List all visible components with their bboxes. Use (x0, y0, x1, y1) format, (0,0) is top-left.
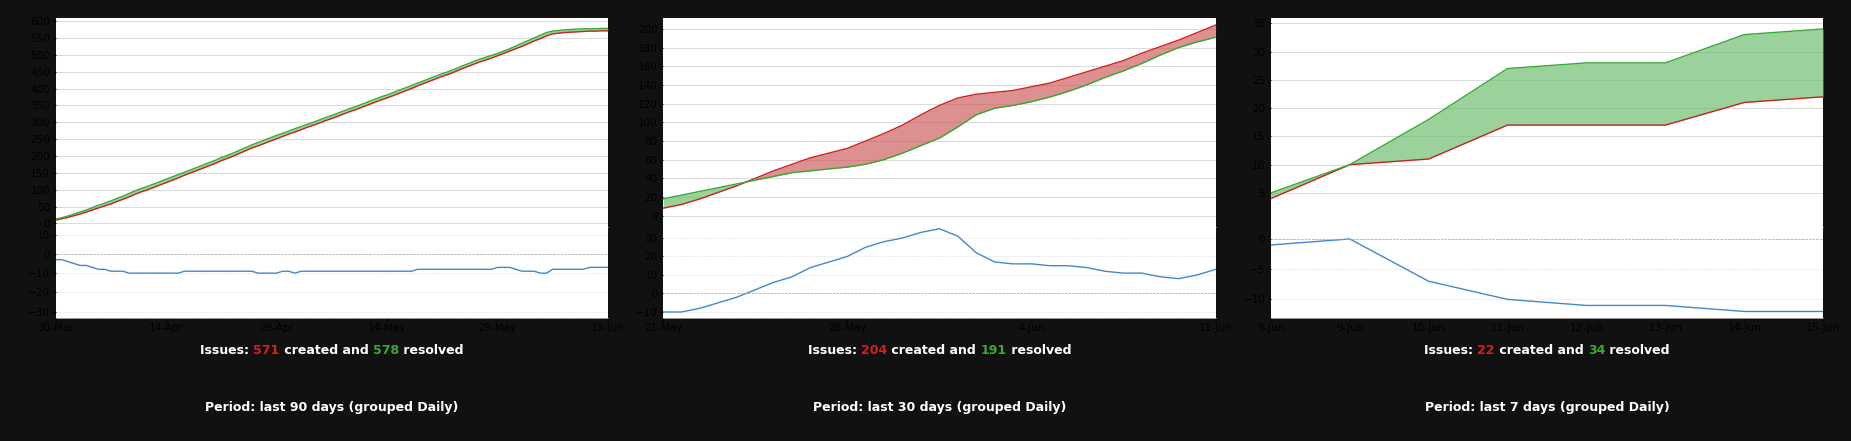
Text: 22: 22 (1477, 344, 1496, 357)
Text: 191: 191 (981, 344, 1007, 357)
Text: created and: created and (280, 344, 372, 357)
Text: 34: 34 (1588, 344, 1605, 357)
Text: Period: last 30 days (grouped Daily): Period: last 30 days (grouped Daily) (813, 401, 1066, 414)
Text: Issues:: Issues: (807, 344, 861, 357)
Text: created and: created and (887, 344, 981, 357)
Text: 578: 578 (372, 344, 400, 357)
Text: Issues:: Issues: (200, 344, 254, 357)
Text: resolved: resolved (1605, 344, 1670, 357)
Text: 571: 571 (254, 344, 280, 357)
Text: created and: created and (1496, 344, 1588, 357)
Text: resolved: resolved (400, 344, 463, 357)
Text: resolved: resolved (1007, 344, 1072, 357)
Text: Period: last 90 days (grouped Daily): Period: last 90 days (grouped Daily) (205, 401, 459, 414)
Text: Period: last 7 days (grouped Daily): Period: last 7 days (grouped Daily) (1425, 401, 1670, 414)
Text: 204: 204 (861, 344, 887, 357)
Text: Issues:: Issues: (1423, 344, 1477, 357)
